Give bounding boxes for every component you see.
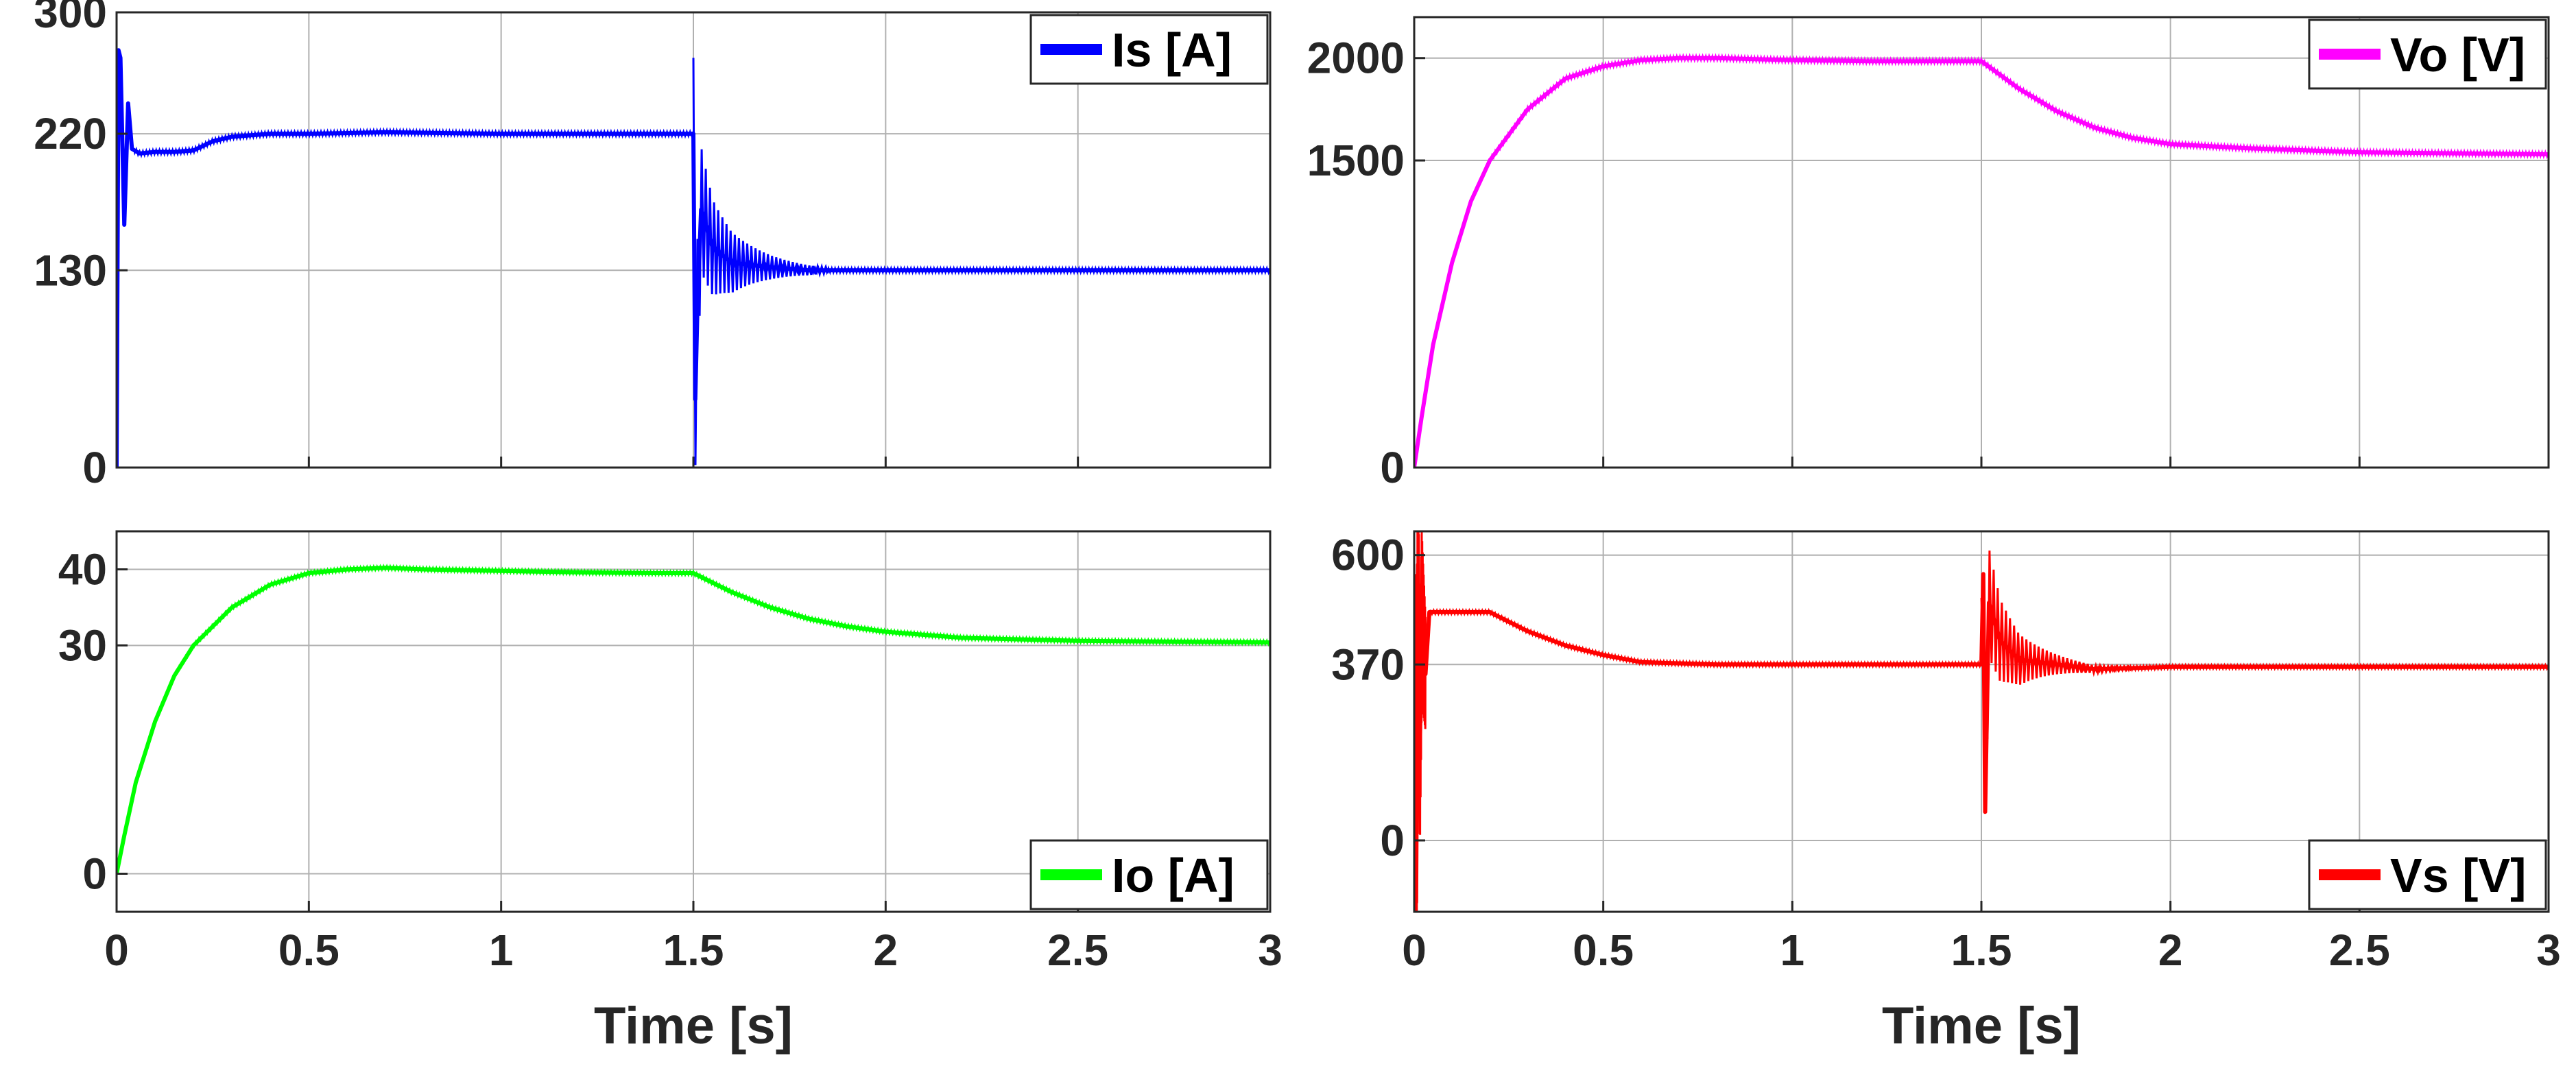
chart-panel-1: 0 130 220 300 Is [A] bbox=[34, 0, 1272, 492]
x-tick-label: 3 bbox=[2536, 925, 2561, 975]
series-trace bbox=[117, 564, 1270, 872]
x-tick-label: 0 bbox=[104, 925, 129, 975]
x-tick-label: 0.5 bbox=[1573, 925, 1634, 975]
legend: Io [A] bbox=[1029, 839, 1269, 910]
series-trace bbox=[1414, 572, 2549, 858]
y-tick-label: 30 bbox=[58, 621, 107, 670]
chart-panel-2: 0 1500 2000 Vo [V] bbox=[1307, 16, 2550, 492]
legend: Vo [V] bbox=[2308, 19, 2547, 90]
y-tick-label: 1500 bbox=[1307, 136, 1405, 185]
y-tick-label: 130 bbox=[34, 245, 107, 295]
y-tick-label: 220 bbox=[34, 109, 107, 158]
x-tick-label: 2.5 bbox=[2329, 925, 2390, 975]
legend: Is [A] bbox=[1029, 14, 1269, 85]
y-tick-label: 0 bbox=[82, 443, 107, 492]
legend-label: Is [A] bbox=[1112, 23, 1232, 77]
x-tick-label: 2.5 bbox=[1047, 925, 1108, 975]
y-tick-label: 0 bbox=[1380, 816, 1405, 865]
series-trace bbox=[1414, 53, 2549, 465]
y-tick-label: 0 bbox=[82, 849, 107, 899]
legend: Vs [V] bbox=[2308, 839, 2547, 910]
chart-panel-3: 0 30 40 0 0.5 1 1.5 2 2.5 3 Time [s] Io [A] bbox=[58, 530, 1283, 1055]
legend-label: Vo [V] bbox=[2390, 28, 2525, 82]
x-axis-label: Time [s] bbox=[594, 997, 793, 1055]
x-tick-label: 2 bbox=[874, 925, 898, 975]
y-tick-label: 370 bbox=[1331, 640, 1405, 689]
x-tick-label: 3 bbox=[1258, 925, 1283, 975]
x-tick-label: 2 bbox=[2158, 925, 2183, 975]
x-tick-label: 1 bbox=[489, 925, 514, 975]
legend-label: Io [A] bbox=[1112, 849, 1235, 902]
y-tick-label: 300 bbox=[34, 0, 107, 37]
x-tick-label: 0.5 bbox=[278, 925, 339, 975]
x-tick-label: 1.5 bbox=[1951, 925, 2012, 975]
y-tick-label: 600 bbox=[1331, 531, 1405, 580]
x-tick-label: 1 bbox=[1780, 925, 1805, 975]
series-trace bbox=[117, 53, 1270, 465]
x-axis-label: Time [s] bbox=[1882, 997, 2081, 1055]
y-tick-label: 40 bbox=[58, 545, 107, 594]
x-tick-label: 0 bbox=[1402, 925, 1427, 975]
x-tick-label: 1.5 bbox=[663, 925, 724, 975]
y-tick-label: 2000 bbox=[1307, 34, 1405, 83]
chart-panel-4: 0 370 600 0 0.5 1 1.5 2 2.5 3 Time [s] Vs [V] bbox=[1331, 530, 2561, 1055]
legend-label: Vs [V] bbox=[2390, 849, 2526, 902]
y-tick-label: 0 bbox=[1380, 443, 1405, 492]
